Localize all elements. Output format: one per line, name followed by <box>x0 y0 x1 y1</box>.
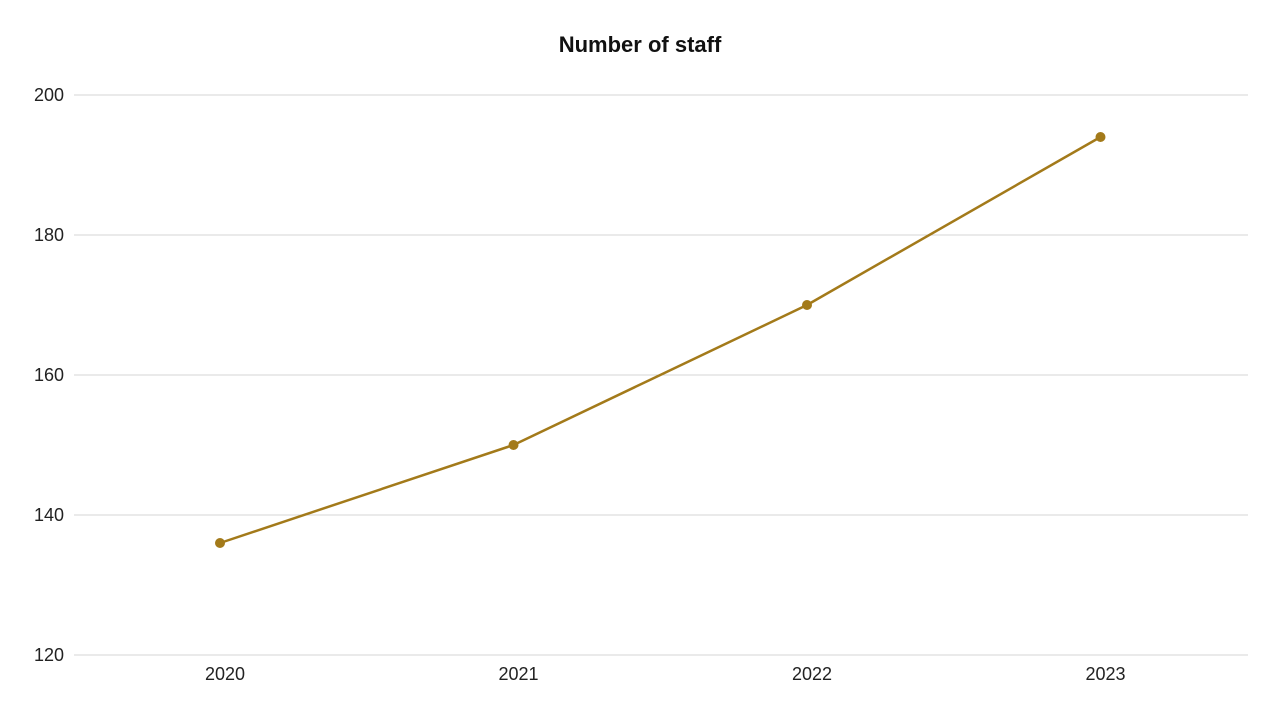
x-axis-tick-labels: 2020 2021 2022 2023 <box>205 664 1126 684</box>
series-line <box>219 135 1102 545</box>
series-layer <box>215 132 1106 548</box>
y-tick-label: 120 <box>34 645 64 665</box>
y-axis-tick-labels: 120 140 160 180 200 <box>34 85 64 665</box>
x-tick-label: 2023 <box>1085 664 1125 684</box>
chart-title: Number of staff <box>558 32 722 57</box>
data-point[interactable] <box>1095 132 1106 142</box>
y-tick-label: 160 <box>34 365 64 385</box>
data-point[interactable] <box>802 300 812 310</box>
data-point[interactable] <box>215 538 225 548</box>
x-tick-label: 2021 <box>498 664 538 684</box>
x-tick-label: 2020 <box>205 664 245 684</box>
y-tick-label: 200 <box>34 85 64 105</box>
y-tick-label: 180 <box>34 225 64 245</box>
data-point[interactable] <box>508 440 519 450</box>
y-tick-label: 140 <box>34 505 64 525</box>
x-tick-label: 2022 <box>792 664 832 684</box>
